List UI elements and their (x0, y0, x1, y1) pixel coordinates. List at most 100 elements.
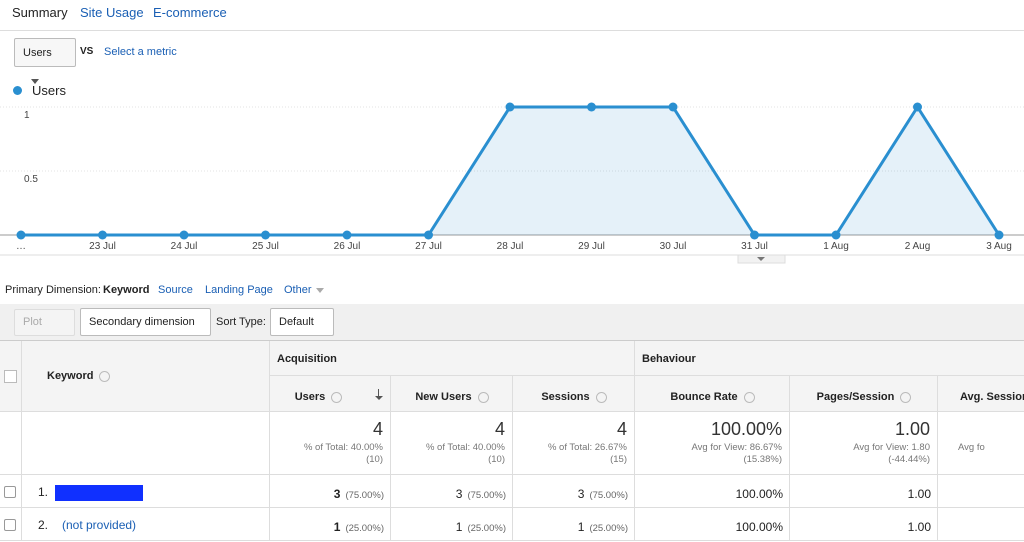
checkbox[interactable] (4, 370, 17, 383)
x-tick-label: 28 Jul (497, 241, 524, 252)
cell (22, 412, 270, 475)
x-tick-label: 3 Aug (986, 241, 1012, 252)
point (505, 102, 515, 112)
plot-rows[interactable]: Plot Rows (14, 309, 75, 353)
total-sub: Avg for View: 1.80 (853, 442, 930, 453)
sort-value: Default (279, 316, 314, 328)
row-cell: 1.00 (790, 518, 931, 536)
column-label: Users (294, 391, 326, 403)
checkbox[interactable] (4, 519, 16, 531)
point (668, 102, 678, 112)
total-value: 100.00% (710, 419, 782, 439)
group-header: Behaviour (642, 353, 696, 365)
total-sub: % of Total: 26.67% (547, 442, 627, 453)
total-value: 4 (372, 419, 383, 439)
row-cell: 100.00% (635, 518, 783, 536)
y-tick-label: 0.5 (24, 174, 38, 185)
tab[interactable]: Site Usage (80, 5, 144, 20)
point (913, 102, 922, 112)
point (994, 230, 1004, 240)
divider (0, 30, 1024, 31)
cell-value: 3 (577, 487, 585, 501)
cell (790, 475, 938, 508)
tab[interactable]: Summary (12, 5, 68, 20)
area (21, 107, 999, 235)
point (16, 230, 26, 240)
dimension-option[interactable]: Other (284, 284, 324, 296)
dimension-option[interactable]: Source (158, 284, 193, 296)
column-label: Bounce Rate (670, 391, 738, 403)
row-cell: 1 (25.00%) (513, 518, 628, 536)
vs: VS (80, 46, 94, 57)
total-base: (15) (610, 454, 627, 465)
select-metric[interactable]: Select a metric (104, 46, 177, 58)
x-tick-label: 1 Aug (823, 241, 849, 252)
x-tick-label: 29 Jul (578, 241, 605, 252)
cell-value: 3 (333, 487, 341, 501)
cell-value: 1.00 (907, 487, 931, 501)
column-label: Avg. Session (960, 391, 1024, 403)
cell (938, 508, 1024, 541)
dimension-active[interactable]: Keyword (103, 284, 150, 296)
cell (22, 341, 270, 412)
x-tick-label: 26 Jul (334, 241, 361, 252)
keyword[interactable]: (not provided) (62, 518, 137, 532)
total-sub: % of Total: 40.00% (425, 442, 505, 453)
help-icon (477, 391, 489, 403)
redacted (55, 485, 143, 501)
cell-value: 100.00% (735, 520, 783, 534)
cell (391, 376, 513, 412)
total-sub: % of Total: 40.00% (303, 442, 383, 453)
column-label: Keyword (47, 370, 94, 382)
column-header: Pages/Session (790, 391, 938, 403)
secondary-dimension[interactable]: Secondary dimension (80, 308, 211, 351)
cell-value: 100.00% (735, 487, 783, 501)
column-header: Sessions (513, 391, 635, 403)
secondary-label: Secondary dimension (89, 316, 195, 328)
x-tick-label: 30 Jul (660, 241, 687, 252)
chart: 0.5 1 … 23 Jul 24 Jul 25 Jul 26 Jul 27 Jul 28 Ju… (0, 102, 1024, 264)
x-tick-label: 2 Aug (905, 241, 931, 252)
total-sub: Avg for View: 86.67% (691, 442, 782, 453)
point (261, 230, 270, 240)
cell-value: 1 (455, 520, 463, 534)
cell-pct: (75.00%) (589, 490, 628, 501)
point (587, 102, 596, 112)
column-header: Keyword (47, 370, 111, 382)
checkbox[interactable] (4, 486, 16, 498)
help-icon (99, 370, 111, 382)
legend-label: Users (32, 83, 66, 98)
cell (270, 475, 391, 508)
point (98, 230, 107, 240)
sort-dropdown[interactable]: Default (270, 308, 334, 351)
column-label: Sessions (541, 391, 590, 403)
tab[interactable]: E-commerce (153, 5, 227, 20)
cell-pct: (75.00%) (345, 490, 384, 501)
dimension-option[interactable]: Landing Page (205, 284, 273, 296)
point (831, 230, 841, 240)
metric-dropdown[interactable]: Users (14, 38, 76, 84)
column-header: Users (270, 391, 367, 403)
point (342, 230, 352, 240)
cell (790, 508, 938, 541)
cell (270, 341, 635, 376)
row-index: 1. (38, 485, 49, 499)
total-sub: Avg fo (958, 442, 985, 453)
total-value: 4 (494, 419, 505, 439)
column-header: Bounce Rate (635, 391, 790, 403)
total-base: (10) (366, 454, 383, 465)
row-cell: 1.00 (790, 485, 931, 503)
cell-value: 1 (577, 520, 585, 534)
x-tick-label: 27 Jul (415, 241, 442, 252)
cell-value: 1.00 (907, 520, 931, 534)
cell (513, 475, 635, 508)
legend-dot (13, 86, 22, 95)
cell-pct: (25.00%) (345, 523, 384, 534)
row-cell: 3 (75.00%) (513, 485, 628, 503)
row-cell: 3 (75.00%) (270, 485, 384, 503)
cell (513, 412, 635, 475)
x-tick-label: 25 Jul (252, 241, 279, 252)
cell (938, 412, 1024, 475)
help-icon (331, 391, 343, 403)
